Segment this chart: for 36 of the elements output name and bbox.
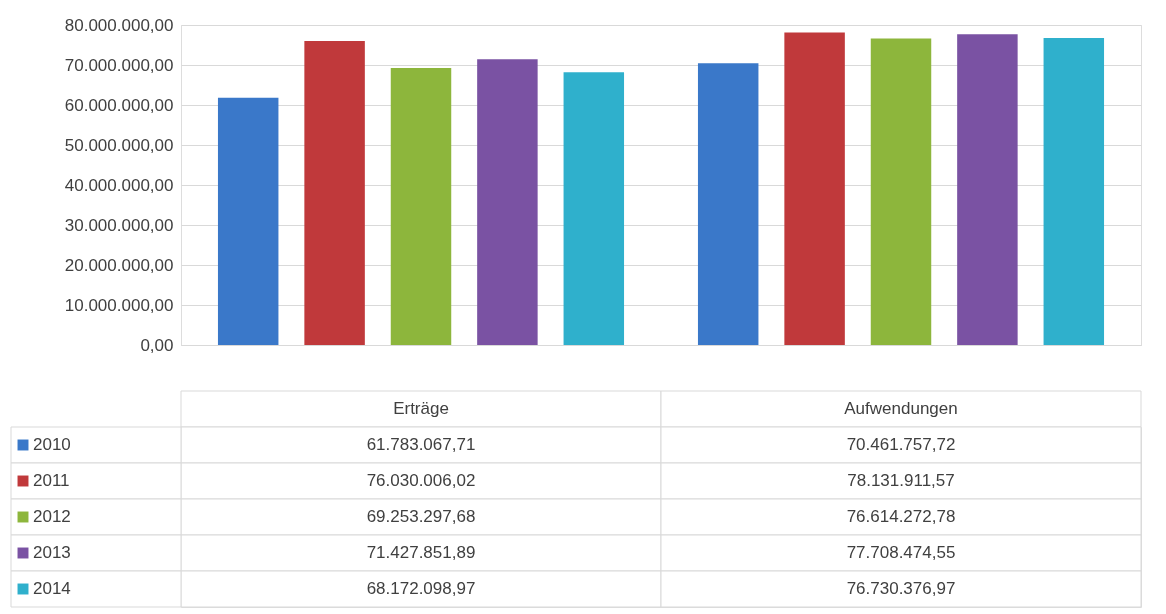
data-label: 70.461.757,72 (846, 435, 956, 454)
y-tick-label: 40.000.000,00 (64, 175, 174, 195)
bar (957, 34, 1018, 345)
data-label: 76.030.006,02 (366, 471, 476, 490)
data-label: 69.253.297,68 (366, 507, 476, 526)
bar (563, 72, 625, 345)
bar (870, 38, 932, 345)
y-tick-label: 60.000.000,00 (64, 95, 174, 115)
bar (304, 40, 365, 345)
y-tick-label: 0,00 (140, 335, 174, 355)
y-tick-label: 10.000.000,00 (64, 295, 174, 315)
x-tick-label: Aufwendungen (844, 399, 958, 418)
bar (390, 67, 452, 345)
bar (1043, 38, 1105, 345)
x-tick-label: Erträge (393, 399, 449, 418)
data-label: 77.708.474,55 (846, 543, 956, 562)
y-tick-label: 50.000.000,00 (64, 135, 174, 155)
bar (217, 97, 279, 345)
legend-label: 2011 (33, 471, 70, 490)
y-tick-label: 30.000.000,00 (64, 215, 174, 235)
data-label: 78.131.911,57 (847, 471, 955, 490)
y-tick-label: 70.000.000,00 (64, 55, 174, 75)
data-label: 71.427.851,89 (366, 543, 476, 562)
data-label: 61.783.067,71 (366, 435, 476, 454)
bar (697, 63, 759, 345)
legend-label: 2010 (33, 435, 71, 454)
y-tick-label: 80.000.000,00 (64, 15, 174, 35)
data-label: 76.730.376,97 (846, 579, 956, 598)
legend-label: 2012 (33, 507, 71, 526)
bar (477, 59, 538, 345)
legend-label: 2014 (33, 579, 71, 598)
data-label: 68.172.098,97 (366, 579, 476, 598)
data-label: 76.614.272,78 (846, 507, 956, 526)
legend-label: 2013 (33, 543, 71, 562)
y-tick-label: 20.000.000,00 (64, 255, 174, 275)
bar (784, 32, 845, 345)
